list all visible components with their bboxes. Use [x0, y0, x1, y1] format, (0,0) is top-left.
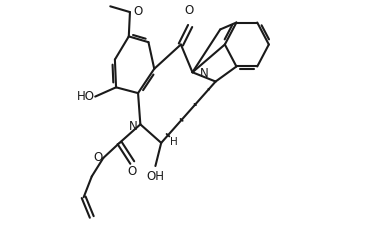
Text: O: O	[184, 4, 194, 17]
Text: N: N	[199, 67, 208, 80]
Text: H: H	[170, 137, 178, 147]
Text: OH: OH	[147, 170, 164, 183]
Text: N: N	[129, 120, 138, 133]
Text: O: O	[128, 165, 137, 178]
Text: O: O	[93, 151, 102, 164]
Text: O: O	[134, 5, 143, 18]
Text: HO: HO	[77, 90, 95, 103]
